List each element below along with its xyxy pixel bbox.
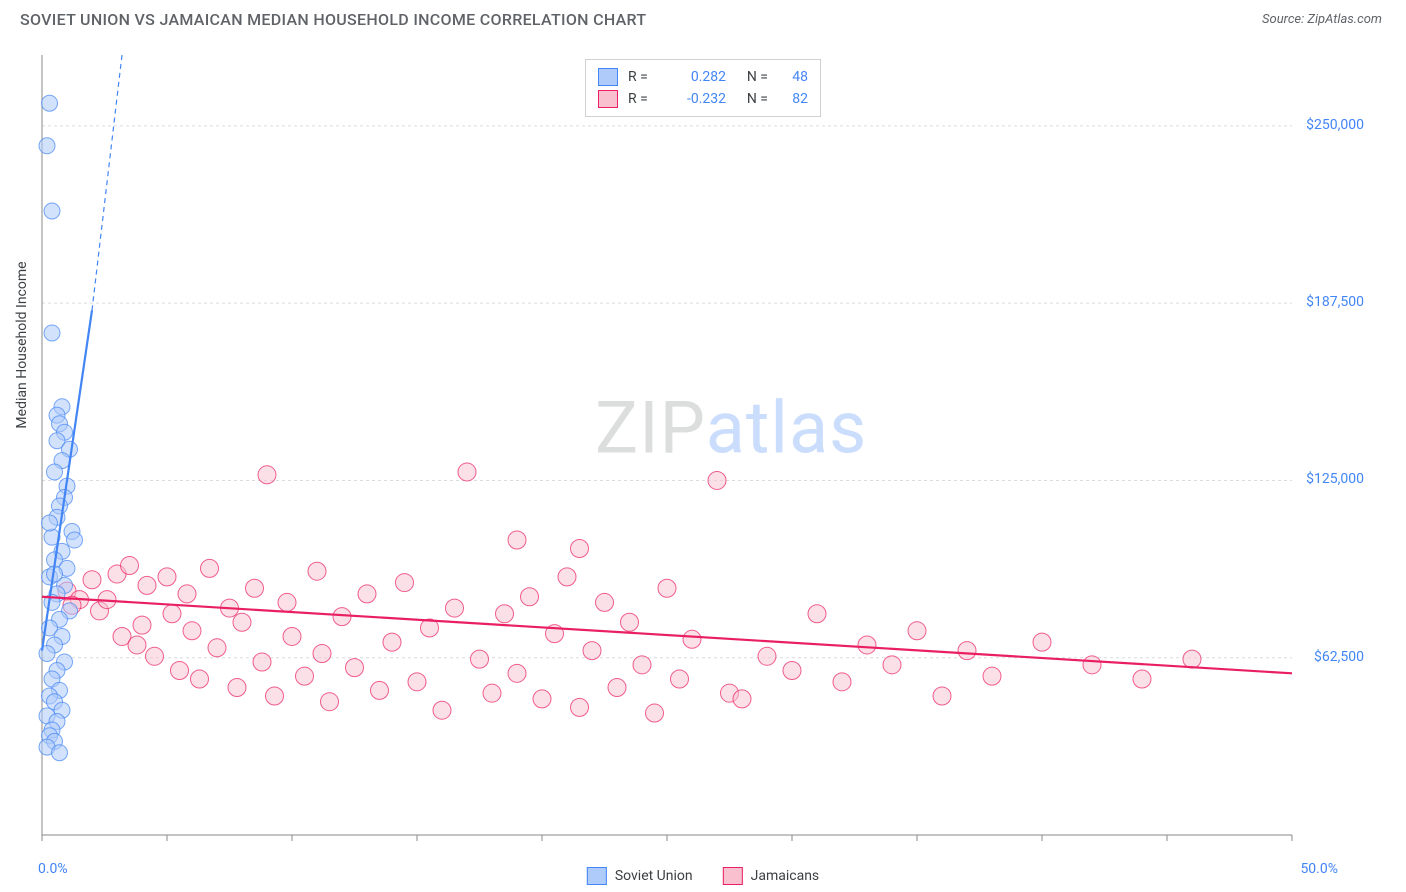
source-label: Source: ZipAtlas.com — [1262, 12, 1382, 27]
y-tick-label: $125,000 — [1306, 471, 1364, 487]
n-value-soviet: 48 — [778, 69, 808, 85]
y-tick-label: $187,500 — [1306, 294, 1364, 310]
r-value-soviet: 0.282 — [666, 69, 726, 85]
swatch-jamaican-icon — [723, 867, 743, 885]
legend-row-soviet: R = 0.282 N = 48 — [598, 66, 808, 88]
legend-item-soviet: Soviet Union — [587, 867, 693, 885]
chart-title: SOVIET UNION VS JAMAICAN MEDIAN HOUSEHOL… — [20, 10, 646, 29]
n-label: N = — [736, 69, 768, 85]
y-tick-label: $62,500 — [1314, 649, 1364, 665]
legend-item-jamaican: Jamaicans — [723, 867, 820, 885]
swatch-jamaican — [598, 90, 618, 108]
series-legend: Soviet Union Jamaicans — [587, 867, 819, 885]
r-label: R = — [628, 69, 656, 85]
swatch-soviet-icon — [587, 867, 607, 885]
n-label: N = — [736, 91, 768, 107]
x-max-label: 50.0% — [1300, 861, 1338, 877]
swatch-soviet — [598, 68, 618, 86]
correlation-legend: R = 0.282 N = 48 R = -0.232 N = 82 — [585, 59, 821, 117]
x-min-label: 0.0% — [38, 861, 68, 877]
y-tick-label: $250,000 — [1306, 117, 1364, 133]
chart-area: Median Household Income ZIPatlas R = 0.2… — [0, 37, 1406, 887]
n-value-jamaican: 82 — [778, 91, 808, 107]
r-label: R = — [628, 91, 656, 107]
r-value-jamaican: -0.232 — [666, 91, 726, 107]
legend-row-jamaican: R = -0.232 N = 82 — [598, 88, 808, 110]
legend-label-jamaican: Jamaicans — [751, 868, 820, 884]
scatter-chart — [0, 37, 1406, 857]
legend-label-soviet: Soviet Union — [615, 868, 693, 884]
